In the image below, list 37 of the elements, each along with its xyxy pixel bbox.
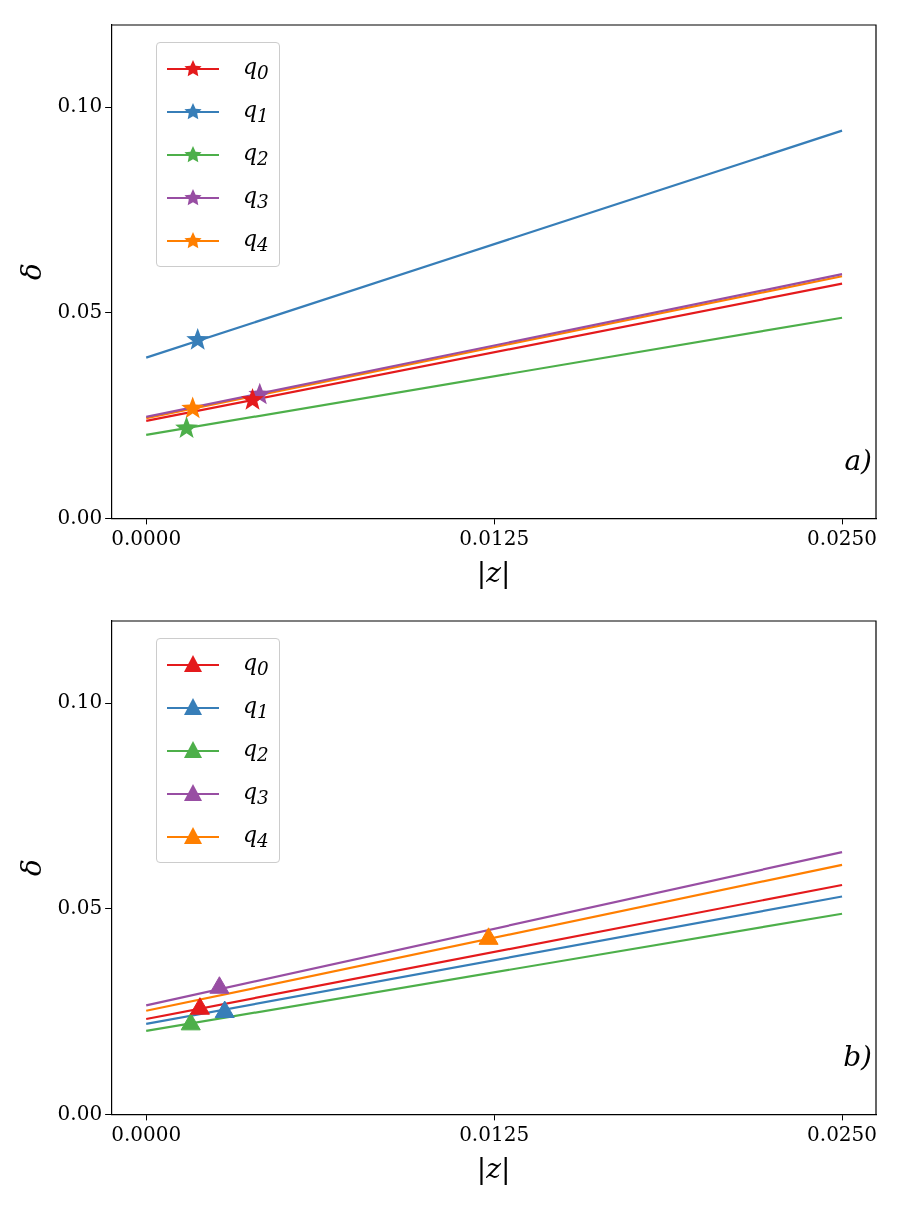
point: [209, 976, 230, 994]
legend-label: q$_{1}$: [243, 692, 269, 723]
legend-label: q$_{4}$: [243, 821, 269, 852]
point: [181, 396, 205, 419]
legend-label: q$_{0}$: [243, 649, 269, 680]
x-tick-label: 0.0125: [459, 1121, 530, 1146]
y-axis-title: δ: [15, 859, 49, 877]
point: [189, 997, 210, 1015]
legend-label: q$_{4}$: [243, 225, 269, 256]
point: [214, 1000, 235, 1019]
x-tick-label: 0.0125: [459, 525, 530, 550]
legend-label: q$_{3}$: [243, 182, 269, 213]
legend-label: q$_{3}$: [243, 778, 269, 809]
y-tick-label: 0.00: [57, 504, 103, 529]
point: [180, 1012, 201, 1031]
y-tick-label: 0.10: [57, 689, 103, 714]
point: [186, 327, 210, 350]
annotation: b): [843, 1040, 872, 1073]
legend-label: q$_{0}$: [243, 53, 269, 84]
point: [478, 927, 499, 945]
y-tick-label: 0.05: [57, 895, 103, 920]
legend-label: q$_{2}$: [243, 735, 269, 766]
point: [175, 416, 198, 439]
x-axis-title: |z|: [476, 556, 511, 590]
point: [241, 387, 264, 410]
y-tick-label: 0.10: [57, 93, 103, 118]
x-tick-label: 0.0250: [807, 1121, 878, 1146]
x-tick-label: 0.0000: [111, 1121, 182, 1146]
annotation: a): [844, 444, 872, 477]
legend-label: q$_{1}$: [243, 96, 269, 127]
x-tick-label: 0.0250: [807, 525, 878, 550]
y-tick-label: 0.05: [57, 299, 103, 324]
x-axis-title: |z|: [476, 1152, 511, 1186]
legend-label: q$_{2}$: [243, 139, 269, 170]
x-tick-label: 0.0000: [111, 525, 182, 550]
y-tick-label: 0.00: [57, 1100, 103, 1125]
y-axis-title: δ: [15, 263, 49, 281]
